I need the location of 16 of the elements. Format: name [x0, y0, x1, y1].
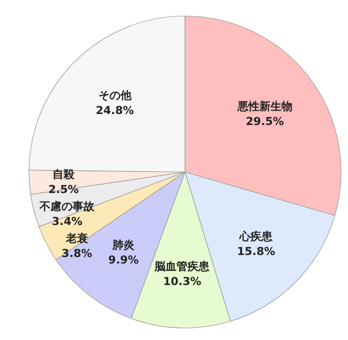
- slice-label: 脳血管疾患: [154, 260, 211, 273]
- slice-label: その他: [98, 88, 132, 102]
- slice-label: 自殺: [52, 168, 76, 182]
- data-label: 24.8%: [96, 104, 134, 117]
- data-label: 10.3%: [163, 274, 202, 288]
- slice-label: 悪性新生物: [236, 100, 292, 114]
- data-label: 29.5%: [246, 115, 284, 128]
- data-label: 3.8%: [62, 247, 92, 260]
- slice-label: 心疾患: [238, 230, 274, 244]
- data-label: 2.5%: [48, 183, 79, 196]
- data-label: 9.9%: [108, 254, 139, 267]
- data-label: 3.4%: [52, 215, 82, 228]
- slice-label: 老衰: [64, 232, 88, 246]
- slice-label: 肺炎: [112, 238, 136, 252]
- slice-label: 不慮の事故: [38, 200, 96, 214]
- data-label: 15.8%: [236, 245, 276, 258]
